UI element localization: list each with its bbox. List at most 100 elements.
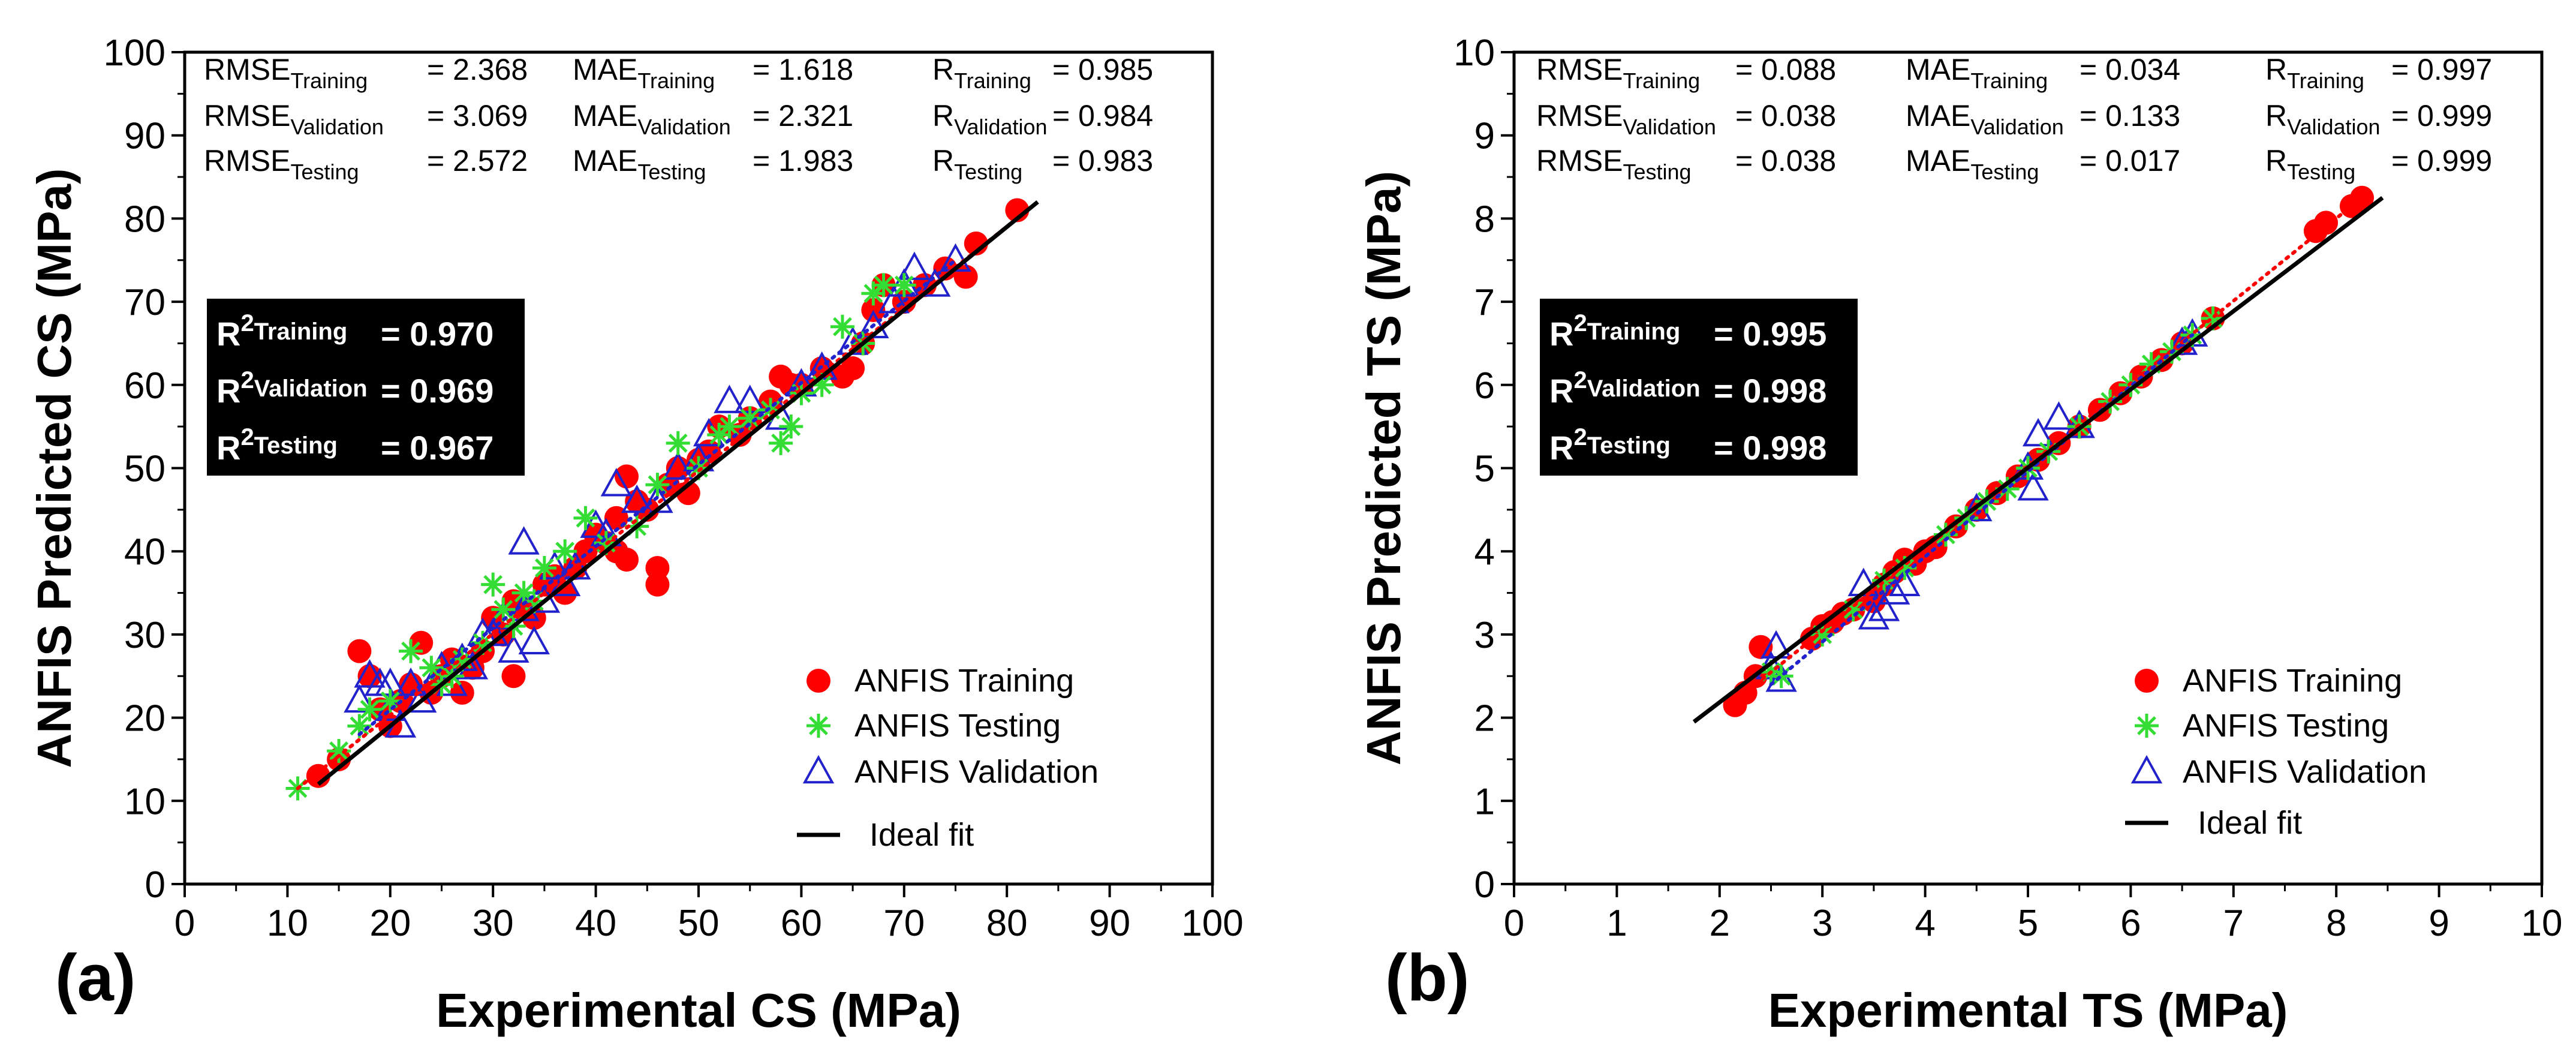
metric-value: = 0.133	[2080, 99, 2180, 133]
r2-box	[1540, 299, 1858, 476]
training-point	[615, 464, 639, 489]
metric-value: = 0.997	[2391, 53, 2492, 86]
legend-label-testing: ANFIS Testing	[2183, 708, 2389, 744]
y-tick-label: 90	[124, 116, 165, 157]
metric-label: RMSETraining	[1536, 53, 1700, 93]
validation-point	[2017, 472, 2049, 501]
x-tick-label: 60	[781, 903, 822, 944]
testing-point	[861, 281, 886, 306]
training-point	[2350, 185, 2375, 210]
metric-label: RValidation	[932, 99, 1048, 139]
y-tick-label: 2	[1474, 698, 1495, 740]
y-tick-label: 8	[1474, 199, 1495, 240]
y-tick-label: 20	[124, 698, 165, 740]
testing-point	[738, 406, 762, 431]
y-tick-label: 10	[1453, 32, 1495, 74]
y-tick-label: 50	[124, 449, 165, 490]
testing-point	[707, 423, 732, 447]
metric-value: = 3.069	[427, 99, 528, 133]
validation-point	[1878, 576, 1910, 605]
metric-value: = 0.034	[2080, 53, 2180, 86]
r2-value: = 0.998	[1714, 429, 1826, 467]
metric-label: MAETraining	[1906, 53, 2048, 93]
metric-label: MAEValidation	[573, 99, 731, 139]
validation-point	[1868, 593, 1900, 621]
chart-panel-a: 0 10 20 30 40 50 60 70 80 90 100 0 10 20 30 40 50 60 70 80 9…	[28, 32, 1244, 1037]
testing-point	[1841, 597, 1865, 622]
metric-label: MAEValidation	[1906, 99, 2064, 139]
testing-point	[1872, 568, 1897, 593]
validation-point	[395, 667, 427, 696]
ideal-fit-line	[1692, 196, 2384, 724]
validation-point	[878, 284, 910, 314]
training-point	[2314, 211, 2339, 235]
metric-label: RMSEValidation	[204, 99, 384, 139]
validation-point	[2166, 326, 2198, 355]
metric-label: MAETesting	[1906, 144, 2039, 184]
y-tick-label: 6	[1474, 365, 1495, 407]
y-tick-label: 60	[124, 365, 165, 407]
training-point	[645, 555, 670, 580]
x-tick-label: 6	[2120, 903, 2141, 944]
validation-point	[1889, 567, 1921, 596]
x-tick-label: 8	[2326, 903, 2346, 944]
metric-value: = 0.088	[1735, 53, 1836, 86]
metric-value: = 1.618	[753, 53, 853, 86]
x-tick-label: 100	[1181, 903, 1243, 944]
legend-training-marker	[806, 669, 830, 693]
testing-point	[687, 456, 711, 480]
metric-value: = 2.572	[427, 144, 528, 178]
y-tick-label: 7	[1474, 282, 1495, 323]
legend-label-ideal: Ideal fit	[869, 817, 974, 853]
metric-value: = 0.017	[2080, 144, 2180, 178]
r2-value: = 0.967	[381, 429, 493, 467]
metric-value: = 0.985	[1052, 53, 1153, 86]
metric-label: RTesting	[932, 144, 1022, 184]
x-tick-label: 7	[2223, 903, 2244, 944]
r2-label: R2Validation	[216, 367, 368, 410]
metric-value: = 2.321	[753, 99, 853, 133]
validation-point	[405, 684, 437, 713]
x-tick-label: 70	[883, 903, 925, 944]
metric-value: = 2.368	[427, 53, 528, 86]
panel-label: (a)	[55, 941, 136, 1015]
y-axis-label: ANFIS Predicted CS (MPa)	[28, 168, 81, 768]
r2-label: R2Validation	[1549, 367, 1701, 410]
testing-point	[769, 431, 793, 455]
r2-value: = 0.998	[1714, 372, 1826, 410]
x-tick-label: 1	[1606, 903, 1627, 944]
y-tick-label: 3	[1474, 615, 1495, 656]
y-tick-label: 0	[145, 864, 165, 906]
validation-point	[600, 468, 633, 497]
legend-label-training: ANFIS Training	[854, 663, 1074, 699]
y-tick-label: 1	[1474, 781, 1495, 822]
legend-label-training: ANFIS Training	[2183, 663, 2402, 699]
validation-point	[2043, 401, 2075, 430]
testing-point	[830, 314, 854, 339]
legend-label-validation: ANFIS Validation	[2183, 754, 2427, 790]
metric-label: RMSEValidation	[1536, 99, 1716, 139]
testing-point	[645, 473, 670, 497]
x-tick-label: 20	[369, 903, 411, 944]
x-tick-label: 3	[1812, 903, 1832, 944]
y-tick-label: 5	[1474, 449, 1495, 490]
testing-point	[758, 398, 783, 422]
validation-point	[919, 268, 951, 297]
validation-point	[1858, 601, 1890, 630]
x-tick-label: 0	[174, 903, 195, 944]
validation-point	[2022, 417, 2054, 447]
testing-point	[347, 714, 372, 738]
r2-label: R2Testing	[216, 424, 338, 467]
legend-testing-marker	[2135, 714, 2159, 738]
r2-label: R2Training	[1549, 310, 1680, 353]
testing-point	[419, 656, 444, 680]
testing-point	[809, 372, 834, 397]
x-tick-label: 40	[575, 903, 616, 944]
y-axis-label: ANFIS Predicted TS (MPa)	[1357, 171, 1410, 765]
testing-point	[511, 581, 536, 605]
x-tick-label: 10	[267, 903, 308, 944]
validation-point	[344, 684, 375, 713]
metric-label: RTesting	[2265, 144, 2355, 184]
